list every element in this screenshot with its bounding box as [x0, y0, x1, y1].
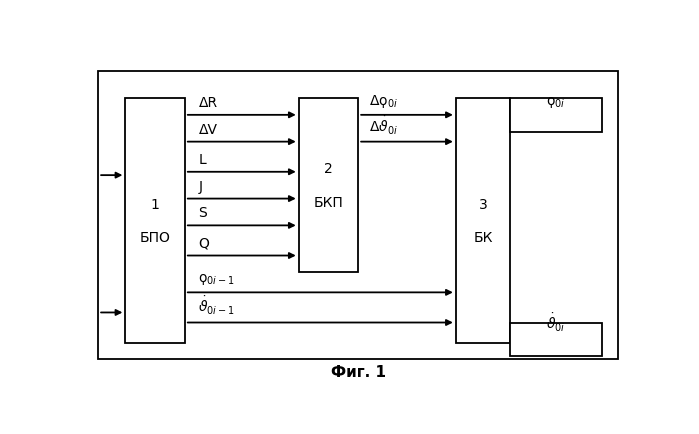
Bar	[98, 72, 619, 359]
Text: ΔR: ΔR	[199, 95, 217, 109]
Text: 1: 1	[151, 197, 159, 211]
Text: ΔV: ΔV	[199, 122, 217, 136]
Bar	[456, 99, 510, 343]
Bar	[298, 99, 358, 273]
Bar	[125, 99, 185, 343]
Text: ϙ$_{0i}$: ϙ$_{0i}$	[546, 95, 565, 109]
Text: 3: 3	[478, 197, 487, 211]
Text: БКП: БКП	[314, 195, 343, 210]
Bar	[510, 99, 602, 132]
Text: БК: БК	[473, 230, 493, 244]
Bar	[510, 323, 602, 356]
Text: Δϙ$_{0i}$: Δϙ$_{0i}$	[369, 92, 398, 109]
Text: Q: Q	[199, 236, 209, 250]
Text: L: L	[199, 152, 206, 166]
Text: ϙ$_{0i-1}$: ϙ$_{0i-1}$	[199, 272, 235, 287]
Text: БПО: БПО	[140, 230, 171, 244]
Text: $\dot{\vartheta}$$_{0i-1}$: $\dot{\vartheta}$$_{0i-1}$	[199, 295, 235, 317]
Text: Δ$\dot{\vartheta}$$_{0i}$: Δ$\dot{\vartheta}$$_{0i}$	[369, 114, 398, 136]
Text: Фиг. 1: Фиг. 1	[331, 365, 386, 380]
Text: 2: 2	[324, 162, 333, 176]
Text: J: J	[199, 179, 203, 193]
Text: S: S	[199, 206, 207, 220]
Text: $\dot{\vartheta}$$_{0i}$: $\dot{\vartheta}$$_{0i}$	[546, 312, 565, 333]
